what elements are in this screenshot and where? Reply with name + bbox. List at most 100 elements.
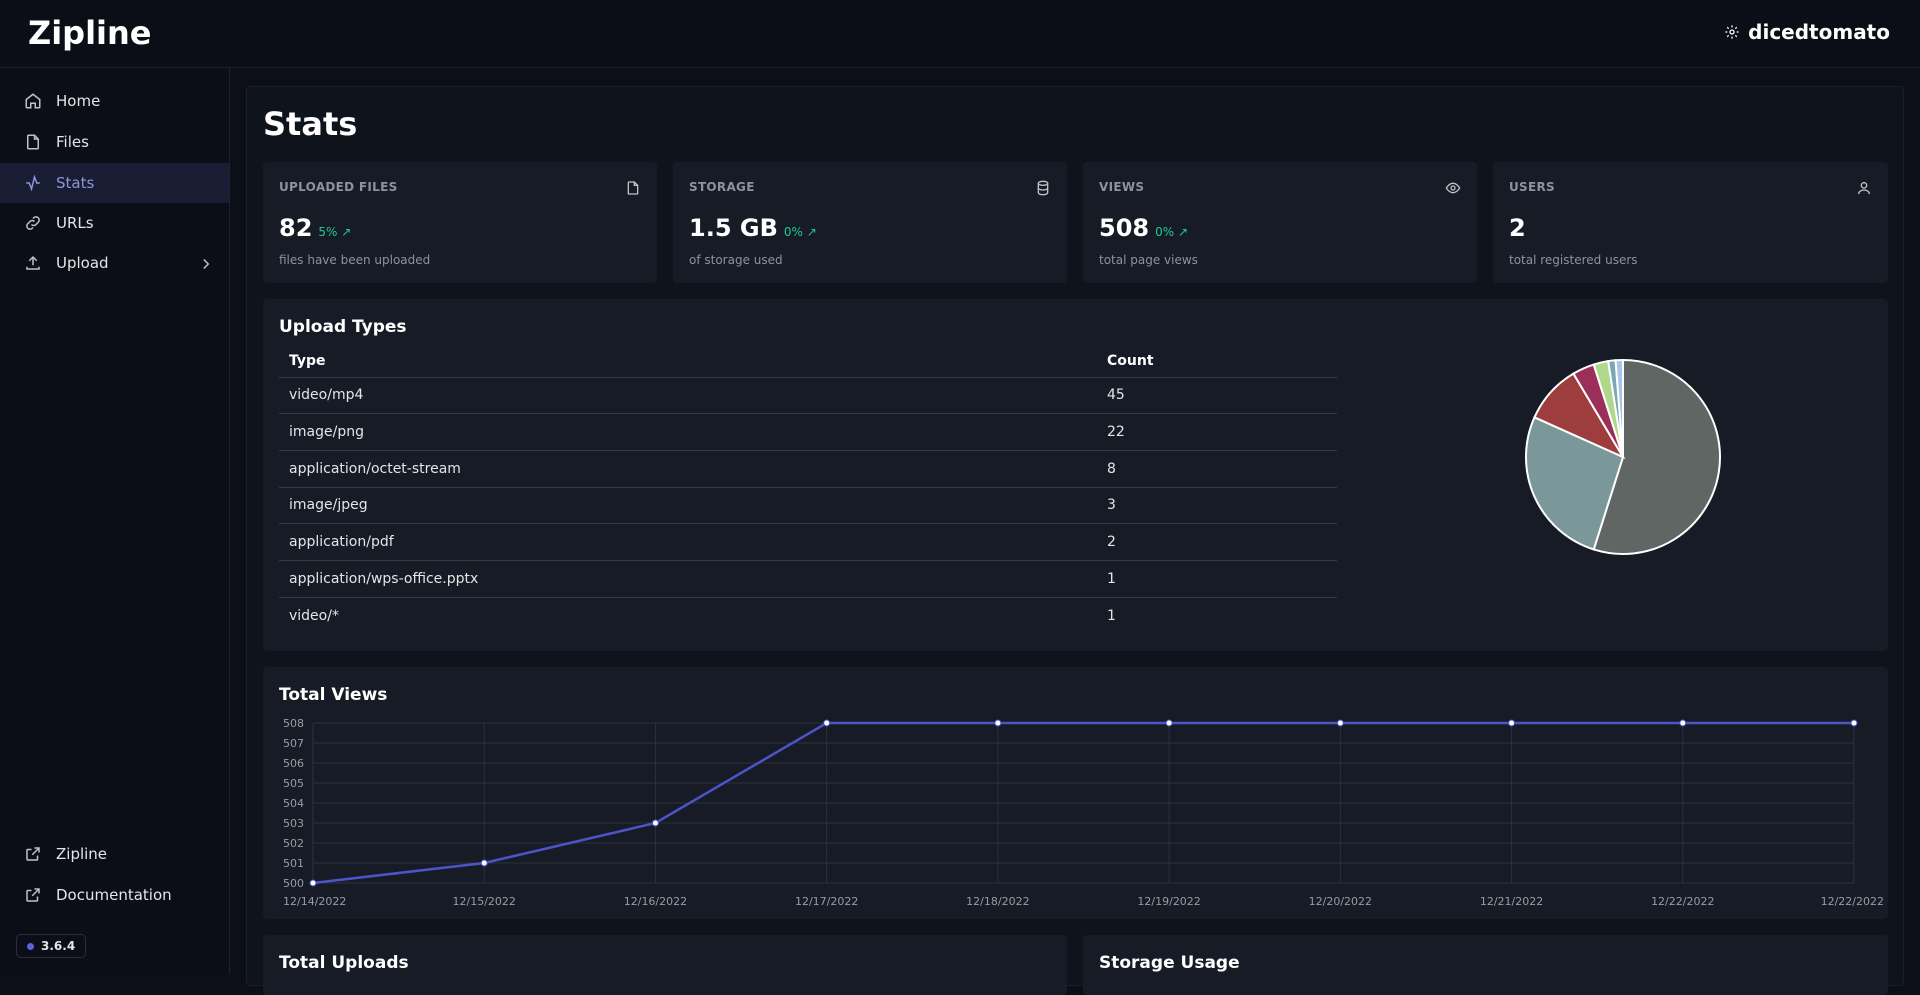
data-point[interactable] bbox=[651, 819, 659, 827]
storage-usage-title: Storage Usage bbox=[1099, 953, 1240, 973]
arrow-up-right-icon: ↗ bbox=[341, 225, 352, 239]
y-tick-label: 502 bbox=[283, 837, 304, 850]
arrow-up-right-icon: ↗ bbox=[806, 225, 817, 239]
stat-value: 2 bbox=[1509, 214, 1526, 242]
y-tick-label: 501 bbox=[283, 857, 304, 870]
sidebar-link-label: Documentation bbox=[56, 886, 172, 904]
table-row: application/wps-office.pptx 1 bbox=[279, 560, 1337, 598]
stat-value: 508 0% ↗ bbox=[1099, 214, 1188, 242]
upload-types-card: Upload Types Type Count video/mp4 45 imag… bbox=[263, 299, 1888, 651]
total-views-line-chart: 500 501 502 503 504 505 506 507 508 12/14/2022 12/… bbox=[283, 717, 1884, 908]
app-header: Zipline dicedtomato bbox=[0, 0, 1920, 68]
sidebar-item-label: Stats bbox=[56, 174, 95, 192]
file-icon bbox=[627, 181, 639, 195]
pie-slice[interactable] bbox=[1525, 415, 1625, 551]
stat-number: 2 bbox=[1509, 214, 1526, 242]
sidebar: Home Files Stats URLs Upload Zipline Doc… bbox=[0, 68, 230, 974]
total-views-card: Total Views 500 501 502 503 504 505 506 507 508 1… bbox=[263, 667, 1888, 919]
data-point[interactable] bbox=[1850, 719, 1858, 727]
page-title: Stats bbox=[263, 105, 358, 143]
sidebar-item-label: URLs bbox=[56, 214, 94, 232]
stat-diff-value: 0% bbox=[783, 225, 803, 239]
stat-description: files have been uploaded bbox=[279, 253, 431, 267]
x-tick-label: 12/22/2022 bbox=[1651, 895, 1714, 908]
sidebar-item-stats[interactable]: Stats bbox=[0, 163, 229, 203]
x-tick-label: 12/14/2022 bbox=[283, 895, 346, 908]
total-uploads-card: Total Uploads bbox=[263, 935, 1067, 995]
stat-number: 82 bbox=[279, 214, 313, 242]
cell-type: application/wps-office.pptx bbox=[279, 560, 1097, 598]
pie-slice[interactable] bbox=[1614, 358, 1624, 458]
cell-type: application/octet-stream bbox=[279, 450, 1097, 488]
sidebar-item-label: Upload bbox=[56, 254, 109, 272]
stat-diff: 5% ↗ bbox=[318, 225, 351, 239]
y-tick-label: 505 bbox=[283, 777, 304, 790]
stat-description: total page views bbox=[1099, 253, 1198, 267]
data-point[interactable] bbox=[994, 719, 1002, 727]
stat-number: 508 bbox=[1099, 214, 1150, 242]
data-point[interactable] bbox=[1508, 719, 1516, 727]
x-tick-label: 12/18/2022 bbox=[966, 895, 1029, 908]
sidebar-item-upload[interactable]: Upload bbox=[0, 243, 229, 283]
y-tick-label: 503 bbox=[283, 817, 304, 830]
table-row: application/pdf 2 bbox=[279, 523, 1337, 561]
home-icon bbox=[25, 93, 41, 109]
cell-count: 3 bbox=[1097, 487, 1337, 525]
storage-usage-card: Storage Usage bbox=[1083, 935, 1888, 995]
total-views-title: Total Views bbox=[279, 685, 388, 705]
upload-types-title: Upload Types bbox=[279, 317, 407, 337]
stat-diff: 0% ↗ bbox=[1155, 225, 1188, 239]
sidebar-link-zipline[interactable]: Zipline bbox=[0, 834, 229, 874]
cell-count: 8 bbox=[1097, 450, 1337, 488]
upload-icon bbox=[26, 255, 40, 270]
sidebar-item-urls[interactable]: URLs bbox=[0, 203, 229, 243]
status-dot bbox=[27, 942, 34, 950]
stat-label: UPLOADED FILES bbox=[279, 180, 398, 194]
data-point[interactable] bbox=[823, 719, 831, 727]
upload-types-pie-chart bbox=[1525, 358, 1721, 555]
version-label: 3.6.4 bbox=[41, 939, 76, 953]
data-point[interactable] bbox=[1679, 719, 1687, 727]
stat-value: 1.5 GB 0% ↗ bbox=[689, 214, 817, 242]
stat-label: STORAGE bbox=[689, 180, 755, 194]
sidebar-item-home[interactable]: Home bbox=[0, 81, 229, 121]
sidebar-item-label: Home bbox=[56, 92, 101, 110]
username: dicedtomato bbox=[1748, 20, 1890, 44]
data-point[interactable] bbox=[1165, 719, 1173, 727]
user-icon bbox=[1858, 182, 1870, 195]
cell-count: 2 bbox=[1097, 523, 1337, 561]
x-tick-label: 12/22/2022 bbox=[1821, 895, 1884, 908]
cell-count: 1 bbox=[1097, 560, 1337, 598]
table-row: image/jpeg 3 bbox=[279, 487, 1337, 525]
arrow-up-right-icon: ↗ bbox=[1177, 225, 1189, 239]
cell-type: video/* bbox=[289, 607, 339, 624]
stat-label: USERS bbox=[1509, 180, 1555, 194]
stat-card-users: USERS 2 total registered users bbox=[1493, 162, 1888, 283]
user-menu-button[interactable]: dicedtomato bbox=[1724, 20, 1890, 44]
stat-label: VIEWS bbox=[1099, 180, 1145, 194]
y-tick-label: 507 bbox=[283, 737, 304, 750]
sidebar-item-label: Files bbox=[56, 133, 89, 151]
link-icon bbox=[26, 216, 40, 230]
app-logo[interactable]: Zipline bbox=[28, 14, 152, 52]
table-row: image/png 22 bbox=[279, 413, 1337, 451]
x-tick-label: 12/15/2022 bbox=[453, 895, 516, 908]
data-point[interactable] bbox=[1336, 719, 1344, 727]
x-tick-label: 12/20/2022 bbox=[1309, 895, 1372, 908]
y-tick-label: 500 bbox=[283, 877, 304, 890]
eye-icon bbox=[1445, 182, 1461, 194]
database-icon bbox=[1037, 180, 1049, 196]
version-badge: 3.6.4 bbox=[16, 934, 87, 958]
pie-slice[interactable] bbox=[1592, 358, 1721, 555]
y-tick-label: 508 bbox=[283, 717, 304, 730]
file-icon bbox=[27, 134, 39, 150]
chevron-right-icon bbox=[203, 258, 210, 270]
stat-card-uploaded-files: UPLOADED FILES 82 5% ↗ files have been up… bbox=[263, 162, 657, 283]
data-point[interactable] bbox=[309, 879, 317, 887]
activity-icon bbox=[26, 174, 40, 192]
data-point[interactable] bbox=[480, 859, 488, 867]
sidebar-link-documentation[interactable]: Documentation bbox=[0, 875, 229, 915]
cell-type: image/png bbox=[279, 413, 1097, 451]
cell-count: 22 bbox=[1097, 413, 1337, 451]
sidebar-item-files[interactable]: Files bbox=[0, 122, 229, 162]
